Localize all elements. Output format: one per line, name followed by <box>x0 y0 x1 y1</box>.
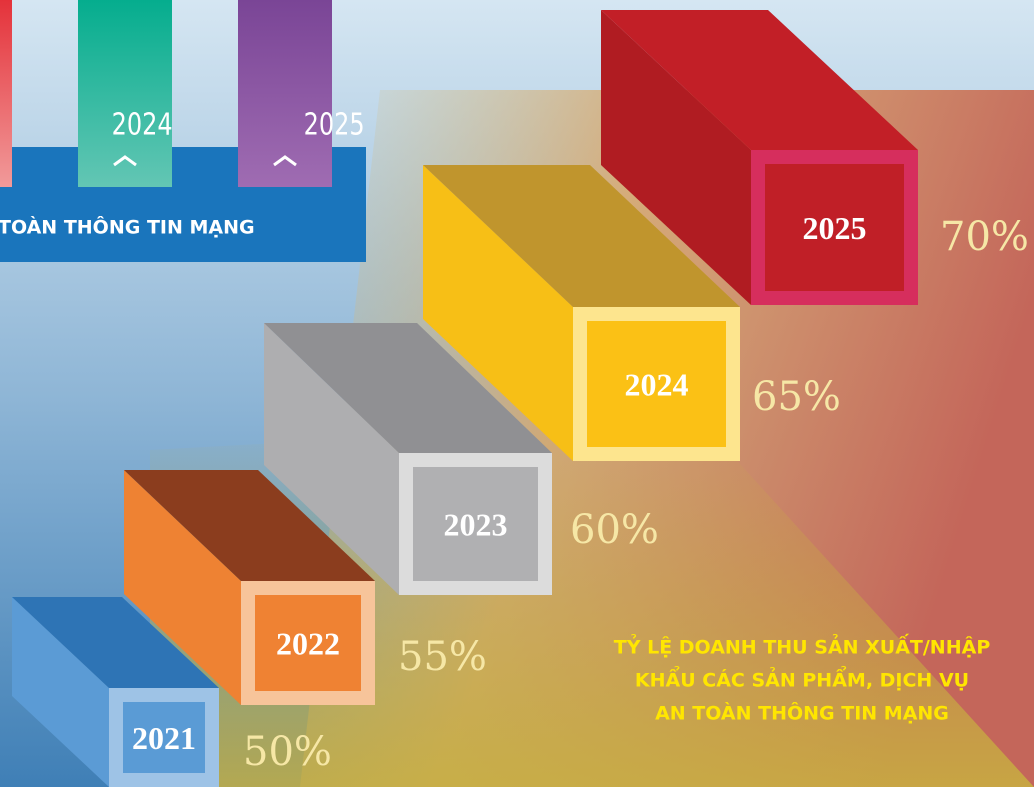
box-top <box>264 323 552 453</box>
percent-label: 70% <box>940 214 1029 260</box>
year-label: 2024 <box>625 366 689 402</box>
year-label: 2023 <box>444 506 508 542</box>
box-side <box>264 323 399 595</box>
steps: 2021 50% 2022 55% 2023 60% 2024 65% 2025 70% <box>12 10 1029 787</box>
tab <box>0 0 12 187</box>
box-inner <box>765 164 904 291</box>
tab <box>238 0 332 187</box>
box-inner <box>255 595 361 691</box>
chevron <box>113 155 137 167</box>
box-side <box>423 165 573 461</box>
year-label: 2022 <box>276 625 340 661</box>
box-side <box>124 470 241 705</box>
caption: KHẨU CÁC SẢN PHẨM, DỊCH VỤ <box>635 666 969 692</box>
percent-label: 55% <box>398 634 487 680</box>
tab <box>78 0 172 187</box>
box-top <box>423 165 740 307</box>
caption: TỶ LỆ DOANH THU SẢN XUẤT/NHẬP <box>614 633 991 659</box>
box-side <box>601 10 751 305</box>
tab-label: 2025 <box>304 108 365 142</box>
year-label: 2021 <box>132 720 196 756</box>
box-side <box>12 597 109 787</box>
percent-label: 50% <box>243 729 332 775</box>
year-label: 2025 <box>803 210 867 246</box>
banner-text: TOÀN THÔNG TIN MẠNG <box>0 215 255 239</box>
percent-label: 65% <box>752 374 841 420</box>
box-top <box>124 470 375 581</box>
box-inner <box>413 467 538 581</box>
tab-label: 2024 <box>112 108 173 142</box>
box-inner <box>587 321 726 447</box>
box-top <box>12 597 219 688</box>
chevron <box>273 155 297 167</box>
box-top <box>601 10 918 150</box>
percent-label: 60% <box>570 507 659 553</box>
box-inner <box>123 702 205 773</box>
caption: AN TOÀN THÔNG TIN MẠNG <box>655 701 949 725</box>
